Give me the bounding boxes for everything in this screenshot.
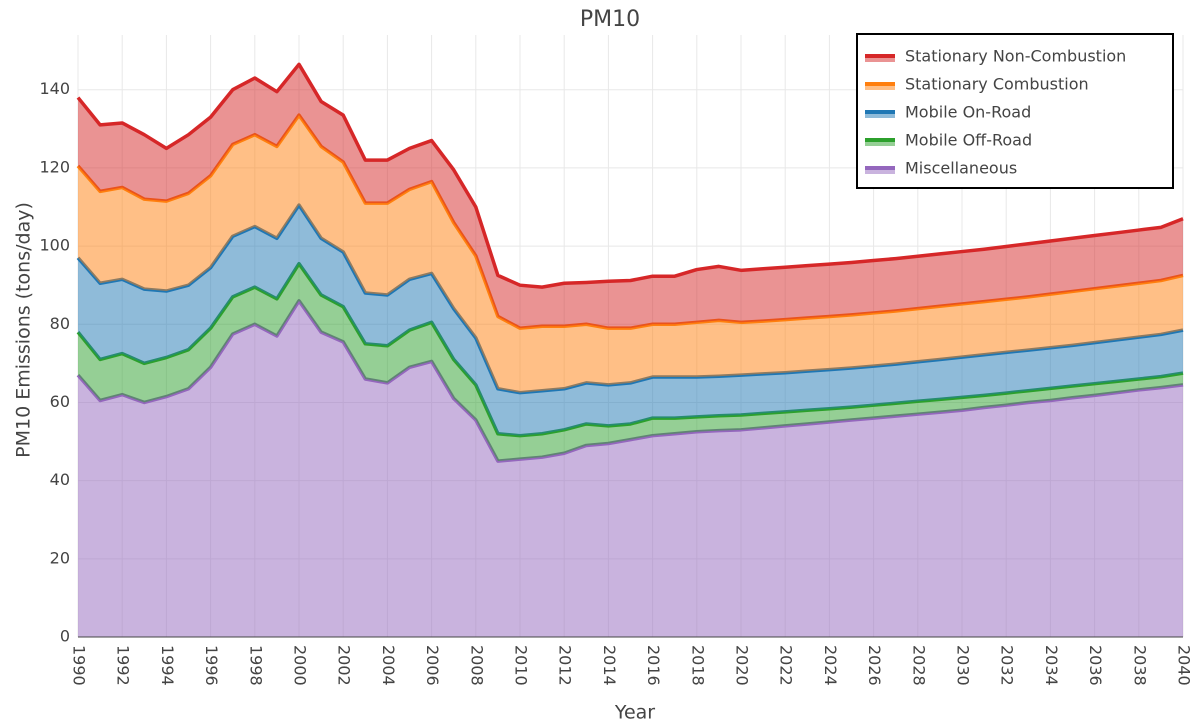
chart-title: PM10 — [580, 7, 640, 32]
x-tick-label: 2002 — [335, 645, 354, 686]
x-tick-label: 2036 — [1086, 645, 1105, 686]
x-tick-label: 2038 — [1130, 645, 1149, 686]
y-tick-label: 80 — [50, 314, 70, 333]
x-tick-label: 2012 — [556, 645, 575, 686]
x-tick-label: 1994 — [158, 645, 177, 686]
x-tick-label: 2026 — [865, 645, 884, 686]
legend-label: Stationary Combustion — [905, 75, 1089, 94]
x-tick-label: 2034 — [1042, 645, 1061, 686]
legend-swatch-fill — [865, 140, 895, 146]
legend-swatch-fill — [865, 112, 895, 118]
x-tick-label: 2004 — [379, 645, 398, 686]
legend-label: Stationary Non-Combustion — [905, 47, 1126, 66]
y-tick-label: 40 — [50, 470, 70, 489]
x-tick-label: 2016 — [644, 645, 663, 686]
y-tick-label: 20 — [50, 548, 70, 567]
legend-label: Miscellaneous — [905, 159, 1017, 178]
x-tick-label: 2010 — [512, 645, 531, 686]
x-tick-label: 2030 — [954, 645, 973, 686]
x-tick-label: 2032 — [998, 645, 1017, 686]
area-fill — [78, 300, 1183, 637]
x-tick-label: 2028 — [909, 645, 928, 686]
legend-swatch-fill — [865, 56, 895, 62]
legend-label: Mobile On-Road — [905, 103, 1031, 122]
area-line — [76, 62, 1184, 289]
area-line — [76, 113, 1184, 330]
y-axis-label: PM10 Emissions (tons/day) — [13, 202, 35, 458]
legend-box — [856, 33, 1174, 189]
x-tick-label: 2006 — [423, 645, 442, 686]
x-tick-label: 2000 — [291, 645, 310, 686]
legend-swatch-fill — [865, 84, 895, 90]
area-fill — [78, 205, 1183, 436]
x-tick-label: 2024 — [821, 645, 840, 686]
area-fill — [78, 263, 1183, 462]
x-tick-label: 2022 — [777, 645, 796, 686]
y-tick-label: 0 — [60, 627, 70, 646]
x-tick-label: 1998 — [246, 645, 265, 686]
y-tick-label: 60 — [50, 392, 70, 411]
legend-swatch-fill — [865, 168, 895, 174]
y-tick-label: 120 — [39, 157, 70, 176]
x-tick-label: 2020 — [733, 645, 752, 686]
legend-label: Mobile Off-Road — [905, 131, 1032, 150]
x-tick-label: 2018 — [688, 645, 707, 686]
area-fill — [78, 64, 1183, 329]
y-tick-label: 140 — [39, 79, 70, 98]
x-axis-label: Year — [614, 702, 655, 724]
y-tick-label: 100 — [39, 236, 70, 255]
x-tick-label: 2014 — [600, 645, 619, 686]
x-tick-label: 1996 — [202, 645, 221, 686]
x-tick-label: 2008 — [467, 645, 486, 686]
x-tick-label: 1990 — [70, 645, 89, 686]
x-tick-label: 1992 — [114, 645, 133, 686]
x-tick-label: 2040 — [1175, 645, 1193, 686]
